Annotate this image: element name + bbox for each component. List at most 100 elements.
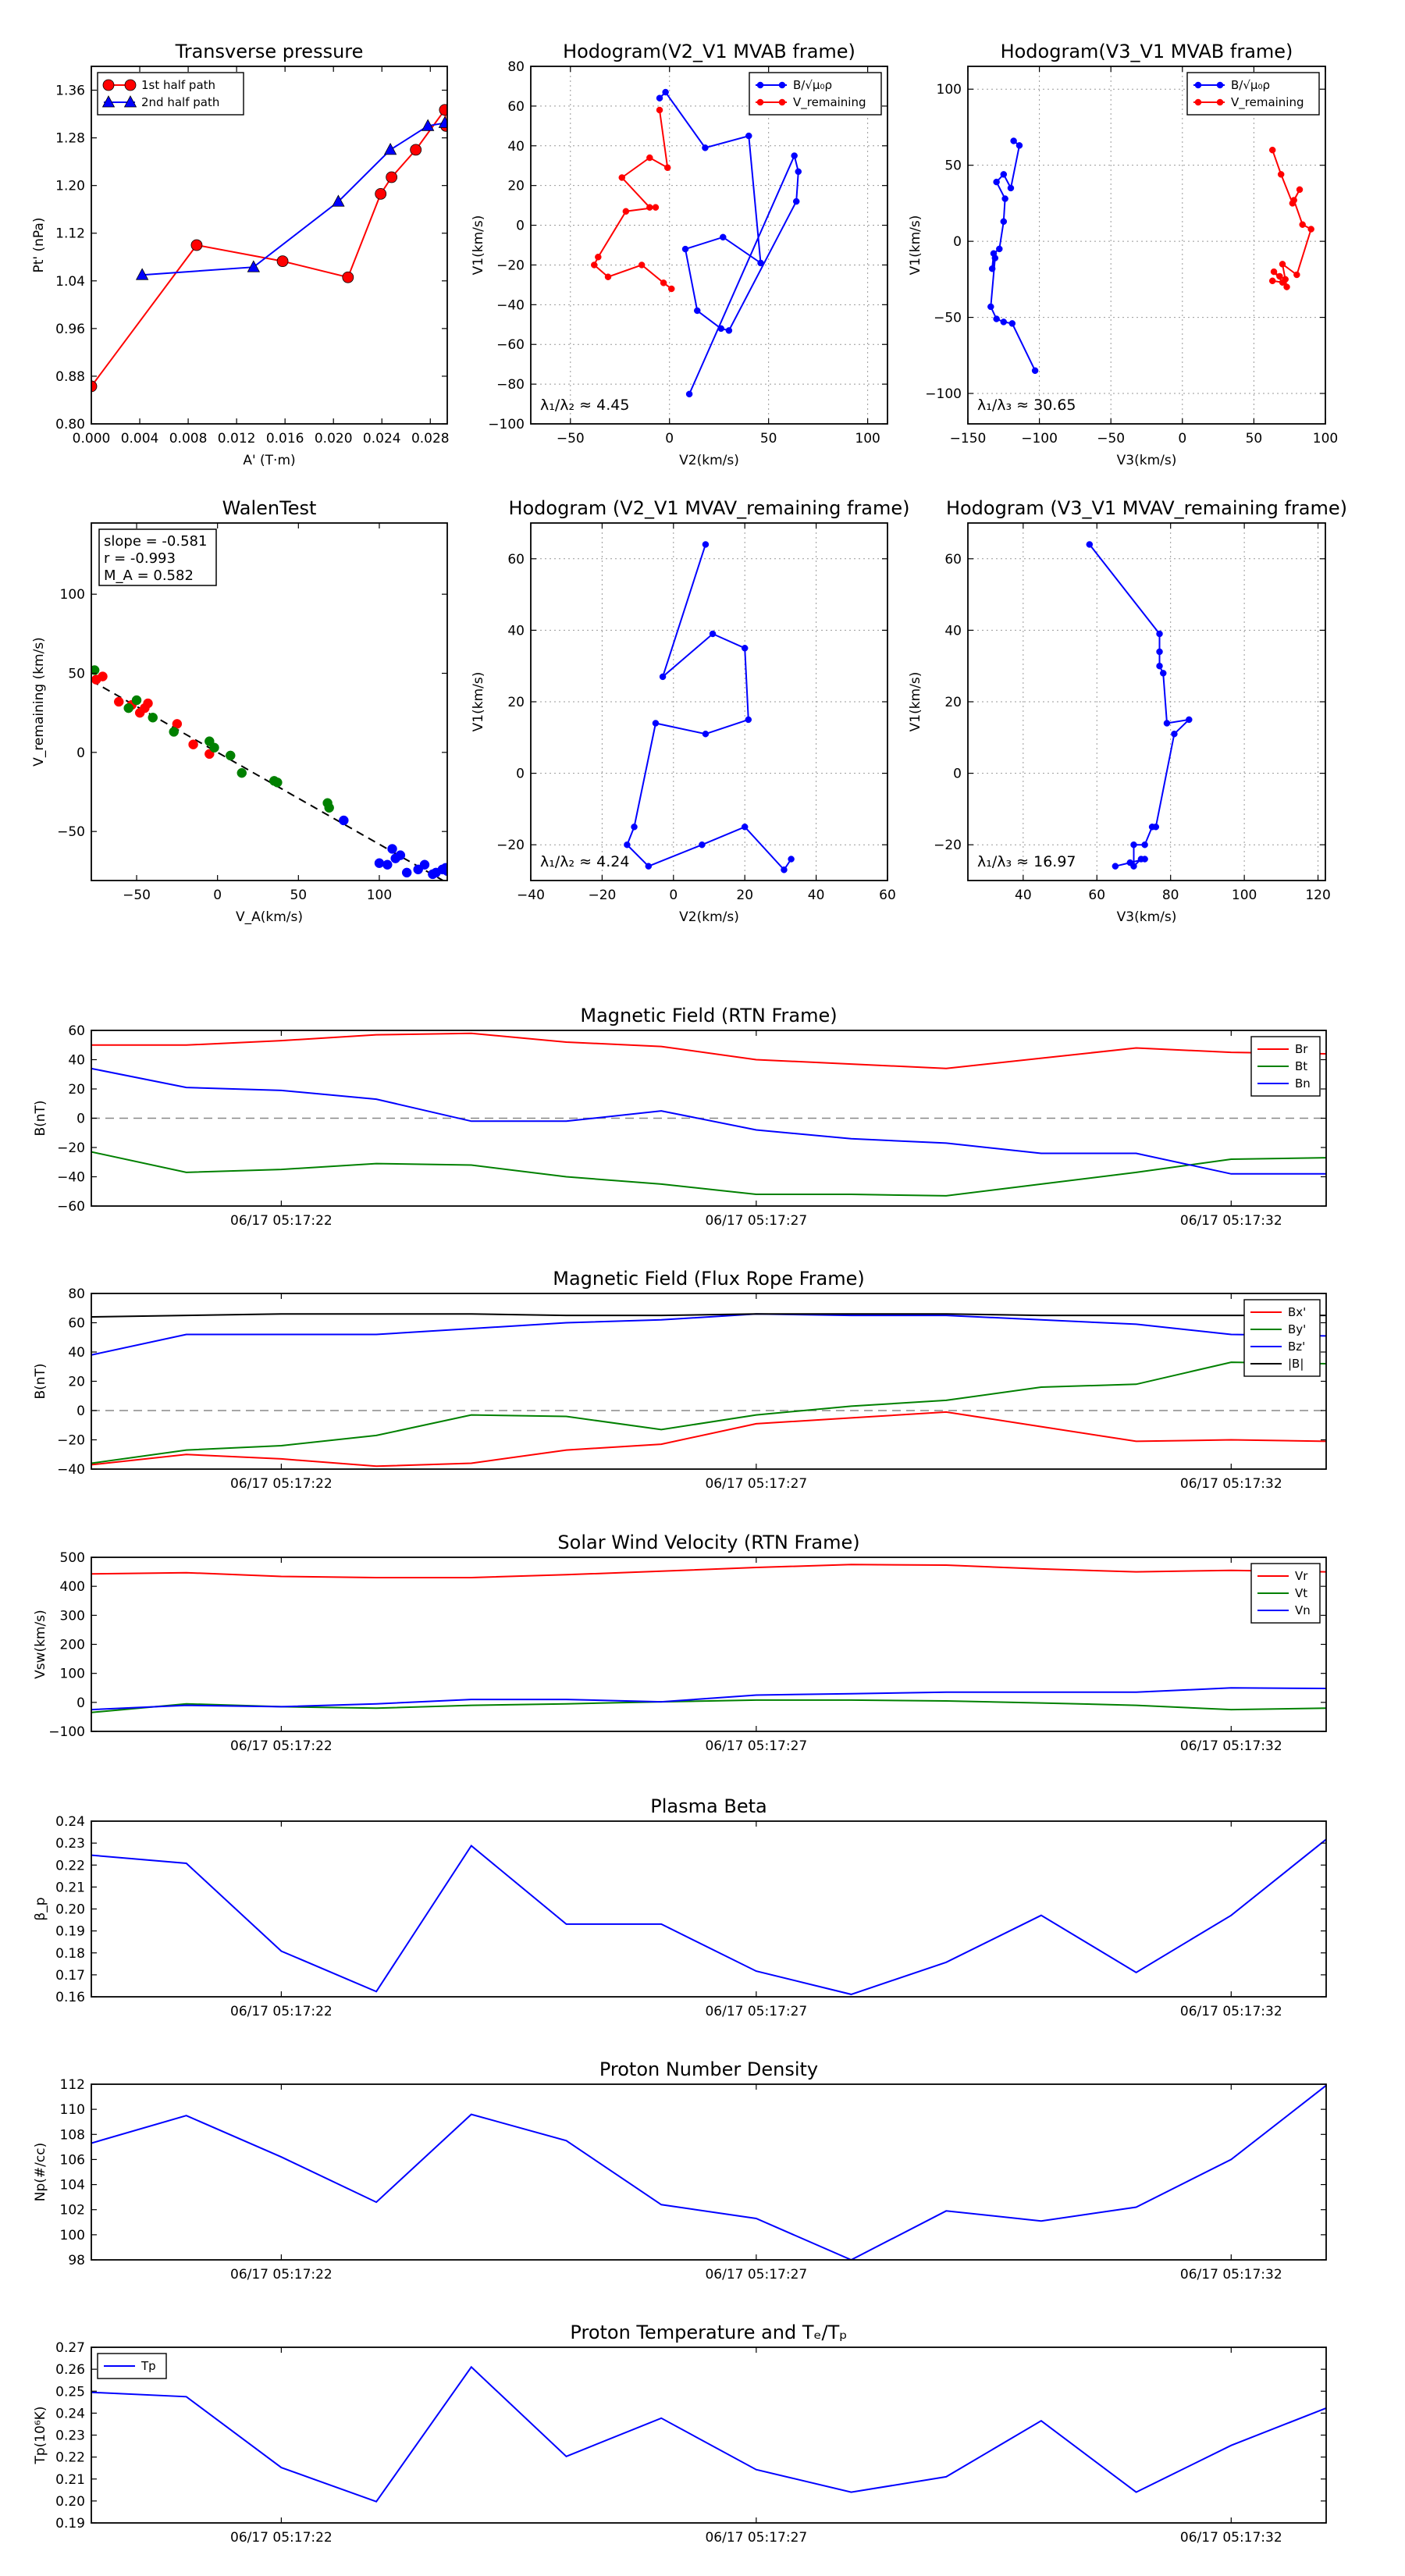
y-tick-label: 1.04 — [55, 274, 85, 290]
legend-label: Vn — [1295, 1603, 1311, 1617]
series-b--point — [1010, 137, 1017, 144]
y-tick-label: 0.22 — [55, 1858, 85, 1873]
y-tick-label: 0.21 — [55, 2472, 85, 2488]
series-blue-point — [339, 815, 349, 826]
eigen-ratio-label: λ₁/λ₃ ≈ 16.97 — [977, 853, 1076, 870]
series-b--line — [990, 140, 1036, 372]
x-tick-label: 0.028 — [411, 431, 450, 447]
chart-title: Magnetic Field (Flux Rope Frame) — [553, 1268, 864, 1290]
legend-marker — [1216, 98, 1224, 106]
series-b--point — [694, 307, 701, 315]
y-tick-label: 20 — [507, 695, 525, 710]
legend-label: By' — [1288, 1322, 1306, 1336]
y-tick-label: 0.20 — [55, 1902, 85, 1918]
y-tick-label: 0.24 — [55, 1814, 85, 1830]
legend-label: V_remaining — [1231, 95, 1304, 110]
chart-title: Hodogram(V2_V1 MVAB frame) — [563, 41, 855, 62]
series-b--point — [1000, 218, 1008, 226]
x-tick-label: 06/17 05:17:32 — [1180, 2267, 1282, 2282]
plot-area — [91, 665, 447, 881]
x-tick-label: 06/17 05:17:22 — [230, 2530, 333, 2546]
series-green-point — [148, 713, 158, 723]
axes-frame — [91, 1293, 1327, 1470]
series-blue-point — [374, 858, 385, 868]
plot-area — [624, 541, 795, 873]
y-tick-label: 0 — [953, 234, 962, 250]
chart-title: Plasma Beta — [650, 1795, 767, 1817]
series-b--point — [991, 254, 999, 262]
x-tick-label: 40 — [808, 888, 825, 903]
x-tick-label: −100 — [1021, 431, 1058, 447]
series-red-point — [113, 696, 124, 707]
chart-title: Hodogram (V3_V1 MVAV_remaining frame) — [946, 497, 1347, 519]
x-tick-label: 06/17 05:17:27 — [705, 2004, 807, 2019]
series-tp-line — [91, 2365, 1326, 2503]
x-tick-label: 06/17 05:17:27 — [705, 1476, 807, 1492]
y-tick-label: 102 — [60, 2203, 85, 2218]
series-1st-half-path-point — [342, 271, 354, 283]
plot-area — [91, 2084, 1326, 2260]
y-tick-label: −60 — [496, 337, 525, 353]
x-axis-label: V2(km/s) — [679, 453, 739, 468]
y-tick-label: 100 — [60, 587, 85, 603]
y-tick-label: −50 — [57, 824, 85, 840]
series-b-point — [1086, 541, 1094, 548]
legend-label: Bn — [1295, 1076, 1311, 1091]
y-tick-label: −100 — [488, 417, 525, 432]
series-vn-line — [91, 1687, 1326, 1711]
series-bx--line — [91, 1411, 1326, 1468]
y-tick-label: 106 — [60, 2152, 85, 2168]
x-tick-label: 100 — [1232, 888, 1257, 903]
series-v-remaining-point — [1276, 272, 1283, 280]
x-tick-label: 0 — [1178, 431, 1186, 447]
series-b--point — [1000, 318, 1008, 326]
y-tick-label: −20 — [496, 258, 525, 273]
series-2nd-half-path-point — [332, 194, 345, 207]
series-2nd-half-path-point — [383, 143, 397, 155]
y-tick-label: 20 — [68, 1082, 85, 1098]
x-tick-label: 50 — [1246, 431, 1263, 447]
series-v-remaining-point — [1268, 277, 1276, 285]
x-axis-label: V3(km/s) — [1117, 453, 1177, 468]
x-tick-label: 100 — [855, 431, 880, 447]
plot-area — [91, 1032, 1326, 1197]
y-tick-label: 112 — [60, 2077, 85, 2093]
y-tick-label: −40 — [57, 1462, 85, 1478]
chart-hodogram_v2_mvab: −50 0 50 100 −100 −80 −60 −40 −20 0 20 40 60 80 Hodogr… — [471, 41, 888, 468]
chart-title: Proton Number Density — [599, 2058, 818, 2080]
y-tick-label: 80 — [507, 59, 525, 75]
y-axis-label: V1(km/s) — [471, 215, 486, 276]
series-1st-half-path-point — [276, 255, 289, 268]
series-red-point — [188, 739, 198, 749]
chart-magnetic_field_flux_rope: 06/17 05:17:22 06/17 05:17:27 06/17 05:17:… — [33, 1268, 1327, 1492]
chart-title: Hodogram(V3_V1 MVAB frame) — [1001, 41, 1293, 62]
y-tick-label: 60 — [68, 1023, 85, 1039]
y-tick-label: 60 — [507, 99, 525, 115]
y-tick-label: 0.18 — [55, 1946, 85, 1962]
x-tick-label: 06/17 05:17:22 — [230, 1476, 333, 1492]
series-b--line — [659, 91, 799, 395]
y-axis-label: V1(km/s) — [908, 672, 923, 732]
y-tick-label: 20 — [507, 179, 525, 194]
y-tick-label: 80 — [68, 1286, 85, 1302]
series-green-point — [226, 750, 236, 761]
x-tick-label: 0.000 — [73, 431, 111, 447]
y-tick-label: 0.24 — [55, 2406, 85, 2421]
y-tick-label: −20 — [934, 838, 962, 853]
y-tick-label: 0.23 — [55, 2428, 85, 2444]
y-tick-label: 40 — [507, 139, 525, 155]
series-b-point — [699, 841, 706, 849]
y-tick-label: 110 — [60, 2102, 85, 2118]
x-tick-label: 06/17 05:17:22 — [230, 1213, 333, 1229]
x-axis-label: V_A(km/s) — [236, 909, 303, 925]
chart-walen_test: −50 0 50 100 −50 0 50 100 WalenTest V_A(km/s) V_re… — [31, 497, 448, 925]
series-b-point — [1156, 648, 1163, 656]
legend-marker — [1194, 98, 1202, 106]
y-tick-label: 20 — [68, 1375, 85, 1390]
x-tick-label: −150 — [950, 431, 987, 447]
series-b--point — [745, 132, 752, 140]
y-axis-label: V_remaining (km/s) — [31, 637, 47, 767]
series-b--point — [725, 327, 733, 334]
series-b--point — [792, 197, 800, 205]
